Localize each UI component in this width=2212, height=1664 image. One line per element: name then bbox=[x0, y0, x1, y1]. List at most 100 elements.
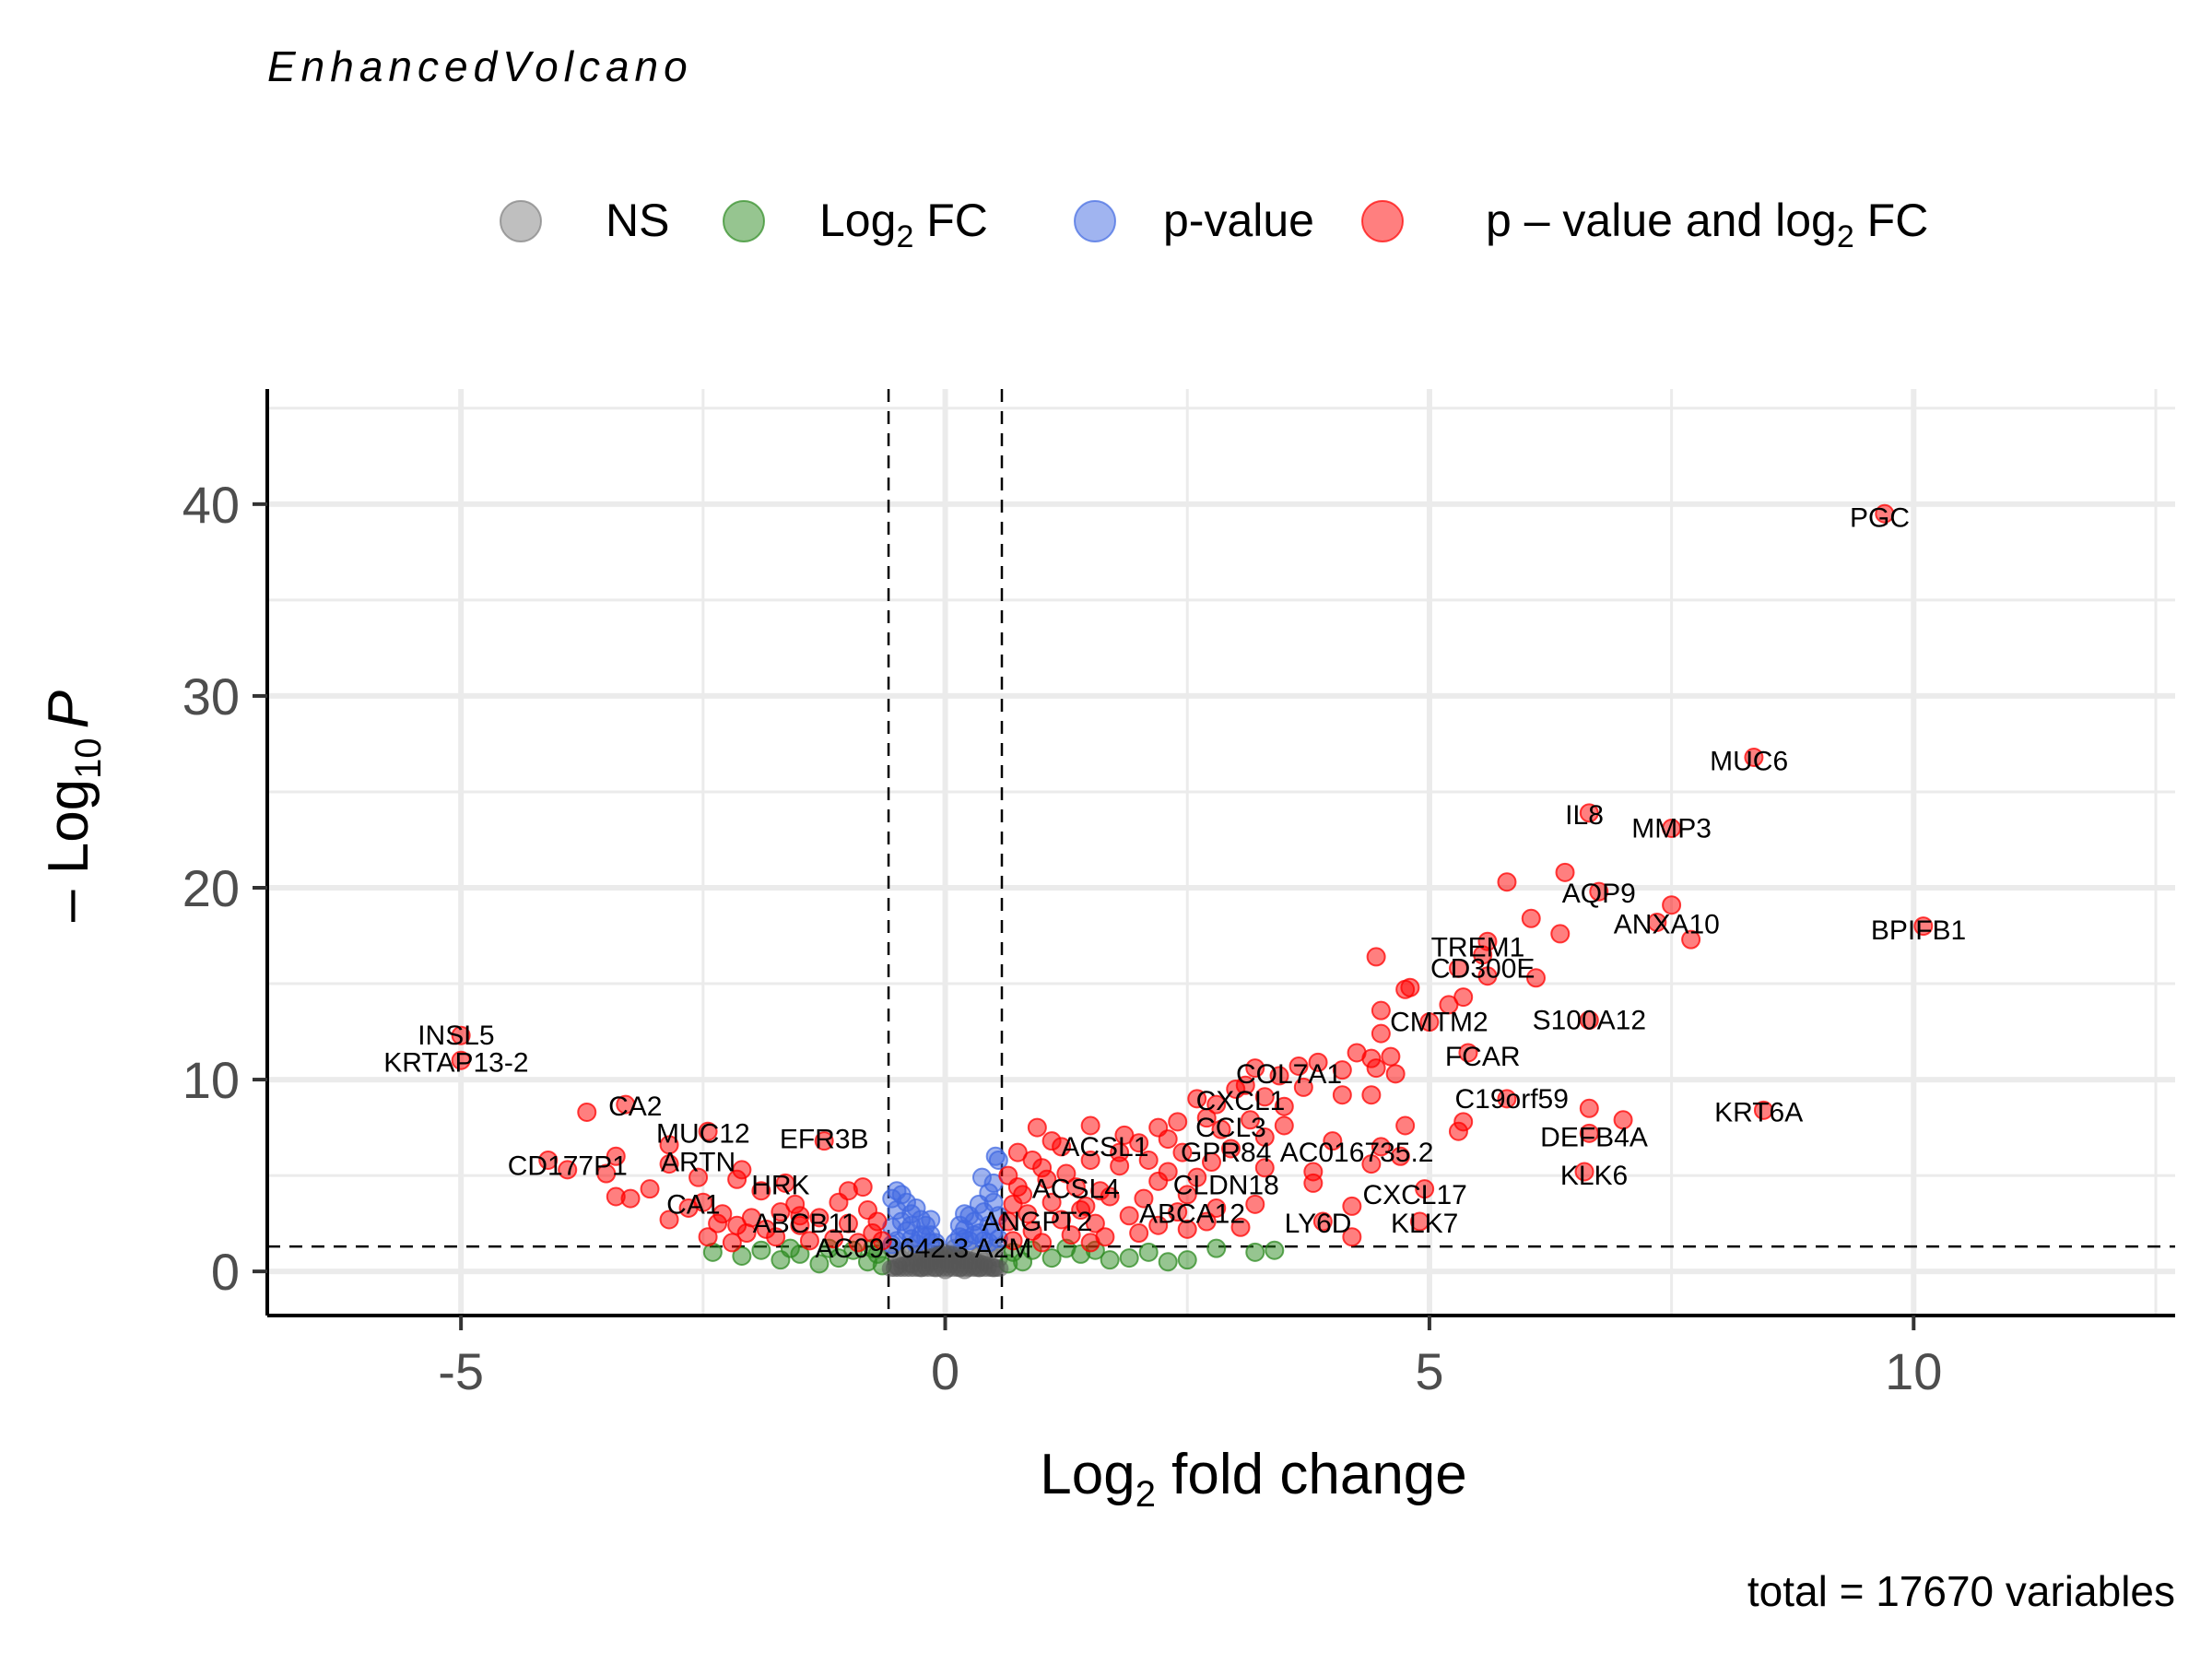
y-tick-label: 20 bbox=[182, 859, 240, 917]
point-fcp bbox=[1647, 912, 1667, 932]
point-fcp bbox=[867, 1211, 888, 1232]
y-tick-label: 30 bbox=[182, 667, 240, 726]
legend-key-p bbox=[1074, 200, 1116, 242]
point-fcp bbox=[1080, 1233, 1100, 1253]
point-fcp bbox=[1196, 1108, 1217, 1128]
point-fcp bbox=[708, 1213, 728, 1233]
x-tick-label: 0 bbox=[931, 1342, 959, 1400]
point-fcp bbox=[1497, 872, 1517, 892]
point-fcp bbox=[1332, 1060, 1352, 1080]
point-fc bbox=[751, 1240, 771, 1260]
point-fcp bbox=[1415, 1179, 1435, 1199]
point-fcp bbox=[1458, 1043, 1478, 1063]
legend-key-fc bbox=[723, 200, 765, 242]
gene-label: MMP3 bbox=[1631, 813, 1712, 844]
gene-label: FCAR bbox=[1445, 1042, 1521, 1072]
point-fcp bbox=[1579, 1123, 1599, 1143]
point-fcp bbox=[1241, 1110, 1261, 1130]
gene-label: CMTM2 bbox=[1390, 1008, 1488, 1038]
point-fcp bbox=[606, 1146, 626, 1166]
point-fcp bbox=[1158, 1129, 1178, 1150]
gene-label: AC093642.3 bbox=[815, 1233, 969, 1264]
point-fcp bbox=[1312, 1211, 1333, 1232]
point-fcp bbox=[1288, 1056, 1309, 1077]
point-fcp bbox=[1254, 1158, 1275, 1178]
point-fcp bbox=[751, 1181, 771, 1201]
point-fcp bbox=[1110, 1142, 1130, 1162]
point-fcp bbox=[1521, 908, 1541, 928]
point-fcp bbox=[1245, 1058, 1265, 1079]
point-fcp bbox=[1158, 1162, 1178, 1182]
point-fcp bbox=[1274, 1115, 1294, 1136]
point-fcp bbox=[659, 1135, 679, 1155]
point-p bbox=[985, 1146, 1006, 1166]
point-fcp bbox=[1473, 945, 1493, 965]
point-fcp bbox=[688, 1167, 709, 1187]
point-fcp bbox=[1269, 1066, 1289, 1086]
gene-label: BPIFB1 bbox=[1871, 915, 1966, 946]
point-fcp bbox=[1129, 1223, 1149, 1244]
point-fcp bbox=[1371, 1137, 1391, 1157]
point-fcp bbox=[1303, 1173, 1324, 1193]
gene-label: COL7A1 bbox=[1236, 1059, 1342, 1090]
gene-label: CD177P1 bbox=[508, 1151, 628, 1182]
point-fcp bbox=[1041, 1192, 1062, 1212]
point-fc bbox=[1265, 1240, 1285, 1260]
point-fcp bbox=[732, 1160, 752, 1180]
point-fcp bbox=[1056, 1163, 1077, 1184]
point-fcp bbox=[451, 1025, 471, 1045]
point-fcp bbox=[1168, 1202, 1188, 1222]
point-fcp bbox=[1662, 818, 1682, 838]
x-tick-label: 10 bbox=[1885, 1342, 1942, 1400]
gene-label: MUC12 bbox=[656, 1118, 750, 1149]
point-fcp bbox=[620, 1188, 641, 1209]
point-fcp bbox=[756, 1219, 776, 1239]
gene-label: C19orf59 bbox=[1455, 1084, 1569, 1115]
point-fcp bbox=[1409, 1211, 1430, 1232]
point-fcp bbox=[1007, 1177, 1028, 1198]
point-fcp bbox=[1293, 1077, 1313, 1097]
point-fcp bbox=[1138, 1150, 1159, 1170]
point-fcp bbox=[1361, 1085, 1382, 1105]
point-fcp bbox=[1119, 1206, 1139, 1226]
point-fcp bbox=[1254, 1087, 1275, 1107]
point-fcp bbox=[1613, 1110, 1633, 1130]
point-fcp bbox=[1187, 1167, 1207, 1187]
point-fcp bbox=[1371, 1000, 1391, 1021]
gene-label: KRTAP13-2 bbox=[383, 1047, 528, 1078]
point-fcp bbox=[1129, 1133, 1149, 1153]
y-tick-label: 0 bbox=[211, 1243, 240, 1301]
point-fcp bbox=[1366, 947, 1386, 967]
point-fcp bbox=[1579, 803, 1599, 823]
point-fcp bbox=[1753, 1100, 1773, 1120]
point-fcp bbox=[998, 1211, 1018, 1232]
point-fcp bbox=[1439, 995, 1459, 1015]
point-fcp bbox=[1342, 1196, 1362, 1216]
point-fc bbox=[1119, 1248, 1139, 1269]
point-fcp bbox=[1041, 1131, 1062, 1151]
point-fcp bbox=[558, 1160, 578, 1180]
gene-label: KRT6A bbox=[1714, 1097, 1803, 1127]
point-fcp bbox=[1579, 1010, 1599, 1031]
gene-label: GPR84 bbox=[1181, 1138, 1271, 1168]
chart-title: EnhancedVolcano bbox=[267, 42, 693, 90]
point-fcp bbox=[1187, 1089, 1207, 1109]
point-fcp bbox=[1477, 966, 1498, 986]
point-fc bbox=[1245, 1242, 1265, 1262]
grid bbox=[267, 389, 2175, 1316]
point-fcp bbox=[1574, 1162, 1594, 1182]
point-fcp bbox=[1022, 1150, 1042, 1170]
point-fcp bbox=[829, 1192, 849, 1212]
point-fcp bbox=[1323, 1131, 1343, 1151]
point-fcp bbox=[1381, 1046, 1401, 1067]
point-fcp bbox=[1206, 1198, 1227, 1218]
axes: -5 0 5 10 0 10 20 30 40 bbox=[182, 389, 2175, 1400]
point-fcp bbox=[1018, 1204, 1038, 1224]
point-fcp bbox=[1172, 1142, 1193, 1162]
point-fcp bbox=[659, 1154, 679, 1174]
gene-label: S100A12 bbox=[1533, 1006, 1646, 1036]
y-tick-label: 40 bbox=[182, 476, 240, 534]
gene-label: AC016735.2 bbox=[1280, 1138, 1434, 1168]
